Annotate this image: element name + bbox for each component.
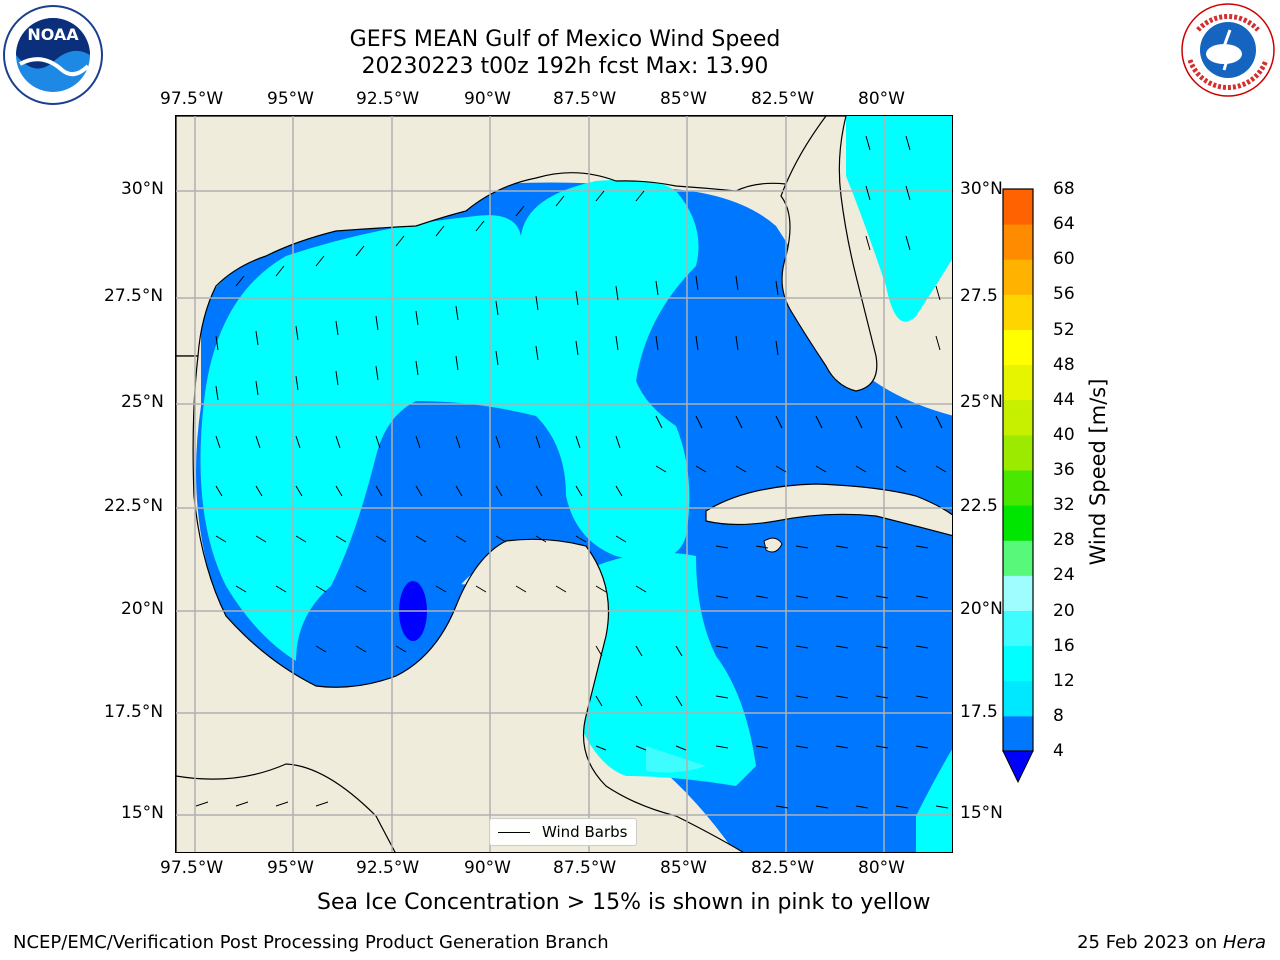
lat-tick-left: 22.5°N (104, 496, 164, 516)
colorbar-swatch (1003, 470, 1033, 506)
map-legend: Wind Barbs (489, 818, 637, 846)
colorbar-swatch (1003, 224, 1033, 260)
noaa-logo-icon: NOAA (2, 4, 104, 110)
sea-ice-note: Sea Ice Concentration > 15% is shown in … (317, 890, 931, 915)
colorbar-tick-label: 36 (1053, 460, 1075, 480)
lat-tick-right: 25°N (960, 392, 1003, 412)
land-isle-of-youth (763, 537, 783, 553)
land-florida-peninsula (780, 116, 878, 392)
colorbar-swatch (1003, 715, 1033, 752)
colorbar-swatch (1003, 610, 1033, 647)
legend-line-sample (498, 832, 530, 833)
colorbar-swatch (1003, 189, 1033, 225)
lon-tick-top: 85°W (660, 89, 707, 109)
svg-text:NOAA: NOAA (27, 25, 79, 44)
colorbar-swatch (1003, 434, 1033, 471)
lon-tick-top: 80°W (858, 89, 905, 109)
colorbar-swatch (1003, 329, 1033, 366)
colorbar-extend-arrow (1002, 750, 1034, 784)
colorbar-swatch (1003, 505, 1033, 541)
lightcyan-patch (646, 746, 706, 773)
footer-date: 25 Feb 2023 on Hera (1077, 932, 1266, 953)
footer-date-text: 25 Feb 2023 on (1077, 932, 1223, 953)
lon-tick-top: 90°W (464, 89, 511, 109)
lat-tick-left: 20°N (121, 599, 164, 619)
lat-tick-right: 20°N (960, 599, 1003, 619)
colorbar-swatch (1003, 645, 1033, 682)
wind-barbs (195, 135, 949, 809)
colorbar-swatch (1003, 399, 1033, 436)
lat-tick-right: 27.5 (960, 286, 998, 306)
lat-tick-left: 17.5°N (104, 702, 164, 722)
colorbar-tick-label: 60 (1053, 249, 1075, 270)
colorbar-tick-label: 40 (1053, 424, 1075, 445)
lon-tick-bottom: 90°W (464, 858, 511, 878)
lon-tick-bottom: 85°W (660, 858, 707, 878)
colorbar-tick-label: 44 (1053, 389, 1075, 410)
colorbar-tick-label: 64 (1053, 214, 1075, 235)
nws-logo-icon (1178, 2, 1278, 102)
lat-tick-right: 15°N (960, 803, 1003, 823)
lon-tick-top: 97.5°W (160, 89, 224, 109)
colorbar-swatch (1003, 575, 1033, 611)
lon-tick-bottom: 95°W (267, 858, 314, 878)
map-subtitle: 20230223 t00z 192h fcst Max: 13.90 (361, 54, 769, 79)
colorbar-tick-label: 52 (1053, 319, 1075, 340)
colorbar-tick-label: 56 (1053, 284, 1075, 305)
colorbar-tick-label: 16 (1053, 635, 1075, 656)
lat-tick-left: 30°N (121, 179, 164, 199)
colorbar-swatch (1003, 259, 1033, 295)
lon-tick-top: 82.5°W (751, 89, 815, 109)
lon-tick-bottom: 80°W (858, 858, 905, 878)
lat-tick-right: 22.5 (960, 496, 998, 516)
map-canvas (176, 116, 952, 852)
lon-tick-top: 87.5°W (553, 89, 617, 109)
legend-label: Wind Barbs (542, 823, 628, 841)
footer-branch: NCEP/EMC/Verification Post Processing Pr… (13, 932, 609, 953)
graticule (176, 116, 952, 852)
lon-tick-bottom: 92.5°W (356, 858, 420, 878)
colorbar-tick-label: 24 (1053, 565, 1075, 586)
lon-tick-top: 95°W (267, 89, 314, 109)
colorbar-tick-label: 20 (1053, 600, 1075, 621)
colorbar (1002, 188, 1034, 788)
colorbar-tick-label: 12 (1053, 670, 1075, 691)
colorbar-tick-label: 32 (1053, 495, 1075, 516)
colorbar-swatch (1003, 680, 1033, 717)
colorbar-tick-label: 28 (1053, 530, 1075, 551)
land-mexico-west (176, 355, 744, 852)
colorbar-tick-label: 68 (1053, 179, 1075, 199)
lat-tick-left: 27.5°N (104, 286, 164, 306)
colorbar-title: Wind Speed [m/s] (1086, 378, 1110, 566)
lat-tick-right: 30°N (960, 179, 1003, 199)
colorbar-swatch (1003, 364, 1033, 401)
colorbar-tick-label: 8 (1053, 705, 1064, 726)
cyan-field-west (200, 179, 699, 661)
lon-tick-bottom: 97.5°W (160, 858, 224, 878)
lat-tick-left: 15°N (121, 803, 164, 823)
lat-tick-right: 17.5 (960, 702, 998, 722)
map-panel[interactable] (175, 115, 953, 853)
footer-system: Hera (1222, 932, 1266, 953)
ocean-field-campeche (236, 566, 476, 669)
land-north-gulf-coast (176, 116, 839, 357)
cyan-field-southeast (916, 749, 952, 852)
land-cuba (705, 483, 952, 537)
map-title: GEFS MEAN Gulf of Mexico Wind Speed (349, 27, 781, 52)
lat-tick-left: 25°N (121, 392, 164, 412)
lon-tick-bottom: 87.5°W (553, 858, 617, 878)
colorbar-tick-label: 4 (1053, 741, 1064, 761)
lon-tick-top: 92.5°W (356, 89, 420, 109)
lon-tick-bottom: 82.5°W (751, 858, 815, 878)
cyan-field-atlantic (846, 116, 952, 322)
colorbar-tick-label: 48 (1053, 354, 1075, 375)
colorbar-swatch (1003, 540, 1033, 576)
colorbar-swatch (1003, 294, 1033, 330)
colorbar-swatches (1003, 189, 1033, 752)
